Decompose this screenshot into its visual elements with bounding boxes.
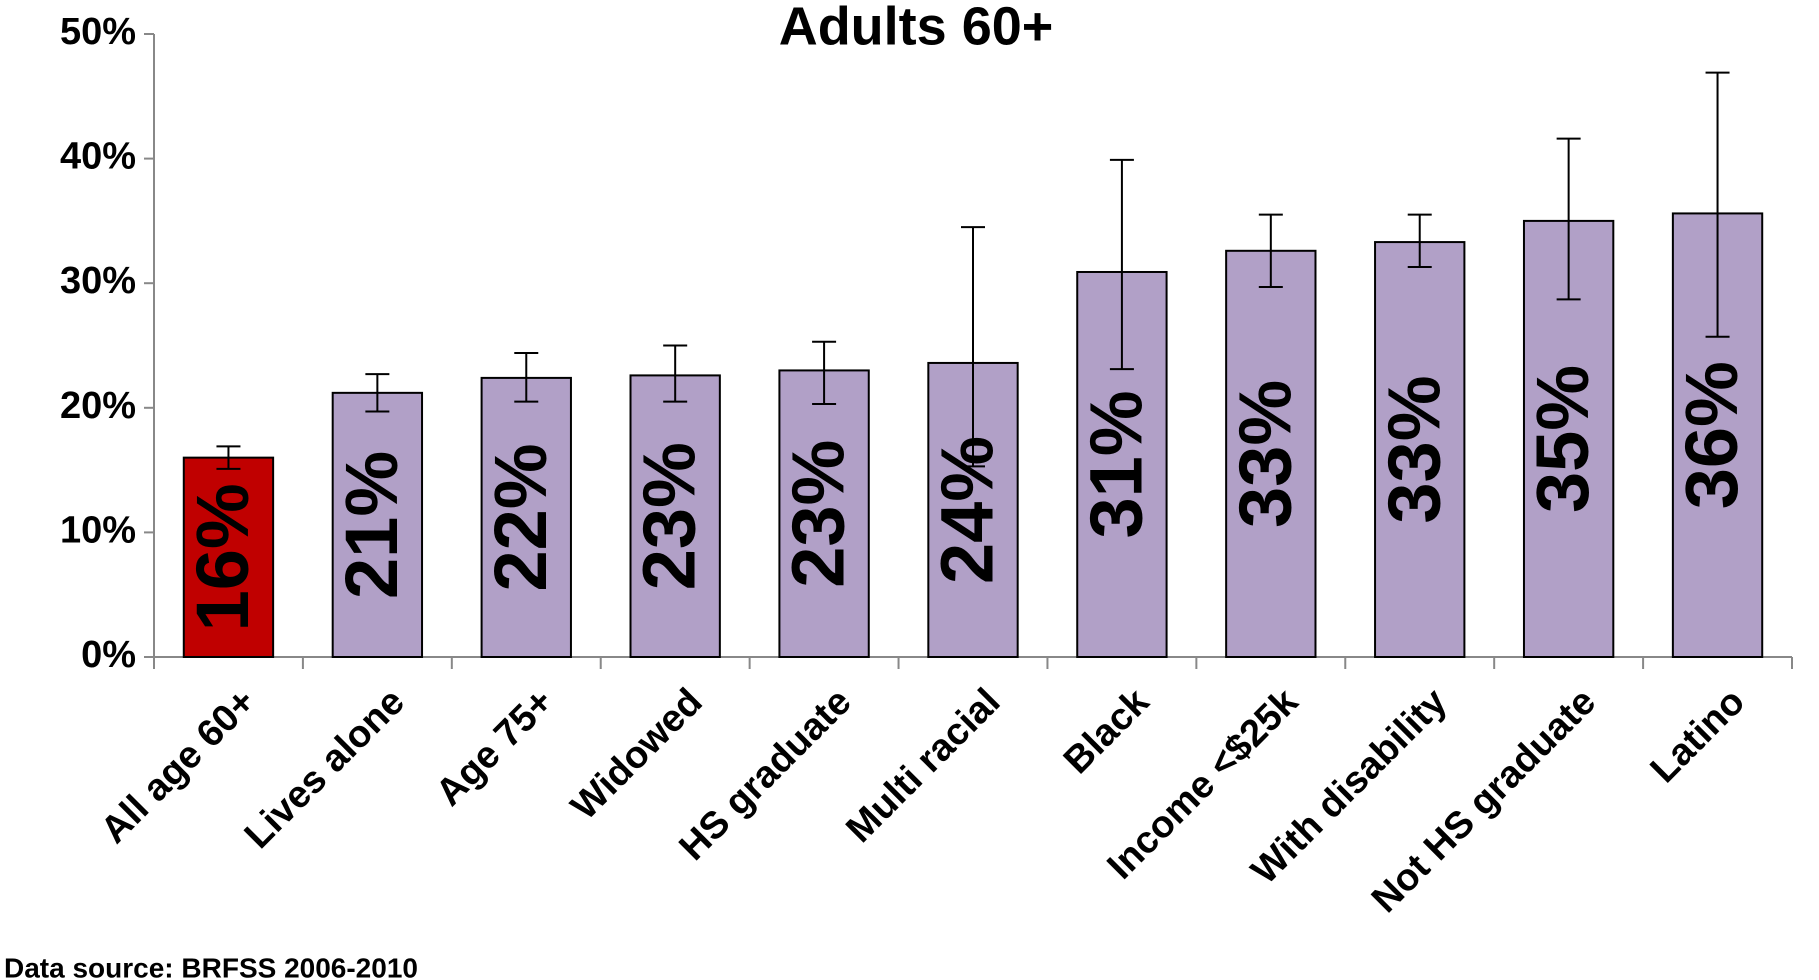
value-label: 22% [479, 443, 562, 591]
value-label: 33% [1372, 375, 1455, 523]
x-tick-label: Latino [1643, 681, 1753, 791]
value-label: 23% [628, 442, 711, 590]
y-tick-label: 40% [60, 136, 136, 178]
value-label: 21% [330, 451, 413, 599]
x-tick-label: Age 75+ [428, 681, 562, 815]
x-tick-label: Widowed [563, 681, 710, 828]
error-bar [812, 340, 837, 406]
error-bar [663, 344, 688, 403]
bar [1374, 241, 1466, 658]
error-bar [1407, 213, 1432, 269]
value-label: 33% [1223, 380, 1306, 528]
error-bar [1109, 158, 1134, 371]
value-label: 35% [1521, 365, 1604, 513]
bar [629, 374, 721, 658]
value-label: 23% [777, 440, 860, 588]
error-bar [961, 226, 985, 468]
y-tick-label: 50% [60, 11, 136, 53]
bar [331, 391, 424, 658]
x-tick-label: Multi racial [838, 681, 1008, 851]
x-tick-label: Lives alone [237, 681, 413, 857]
value-label: 16% [181, 483, 264, 631]
bar [1225, 249, 1317, 659]
error-bar [1705, 71, 1730, 338]
error-bar [365, 373, 390, 413]
y-tick-label: 0% [81, 634, 136, 676]
y-tick-label: 10% [60, 509, 136, 551]
y-tick-label: 30% [60, 260, 136, 302]
error-bar [1258, 213, 1283, 288]
error-bar [1556, 137, 1581, 301]
footnote: Data source: BRFSS 2006-2010 [4, 952, 418, 980]
bar [480, 376, 572, 658]
error-bar [216, 445, 241, 470]
chart-title: Adults 60+ [779, 0, 1054, 56]
value-label: 36% [1670, 361, 1753, 509]
value-label: 24% [926, 436, 1009, 584]
value-label: 31% [1074, 390, 1157, 538]
error-bar [514, 351, 539, 403]
y-tick-label: 20% [60, 385, 136, 427]
x-tick-label: Black [1056, 680, 1158, 782]
bar [182, 456, 275, 659]
